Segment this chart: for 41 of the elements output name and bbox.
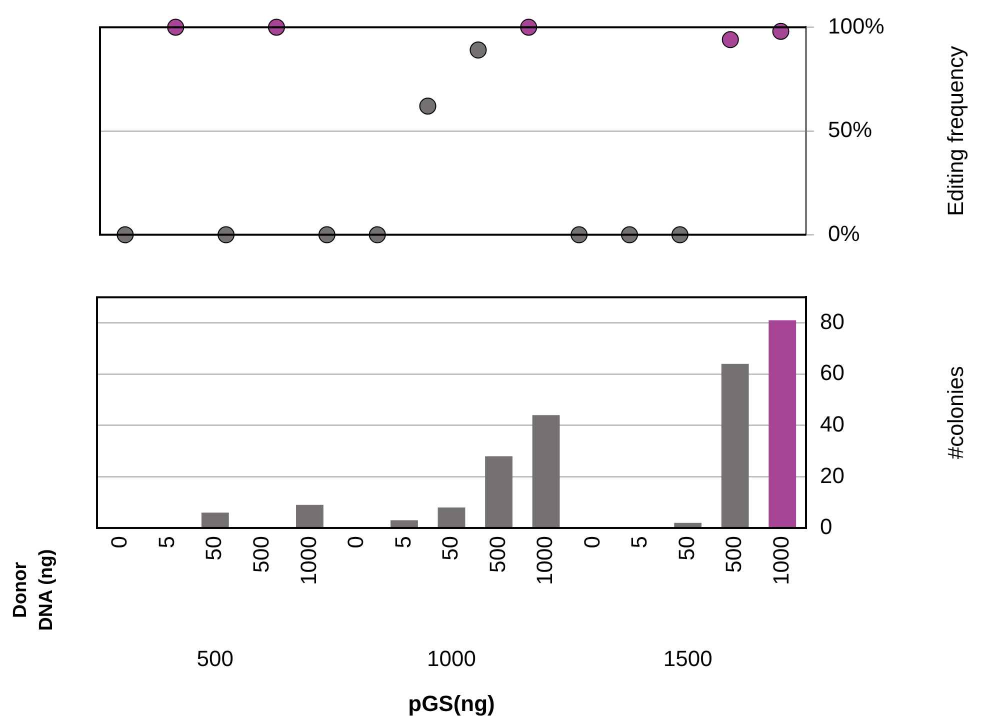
x-axis-title: pGS(ng): [408, 691, 495, 716]
text: 1500: [663, 646, 712, 672]
y-tick-label: 50%: [828, 117, 872, 142]
x-tick-label: 500: [248, 536, 274, 573]
x-tick-label: 1000: [768, 536, 794, 585]
bar: [532, 415, 560, 528]
x-tick-label: 50: [201, 536, 226, 560]
x-tick-label: 5: [390, 536, 416, 548]
y-tick-label: 60: [820, 360, 844, 386]
y-axis-title: Editing frequency: [943, 46, 968, 216]
bar: [485, 456, 512, 528]
y-tick-label: 100%: [828, 13, 884, 38]
y-tick-label: 20: [820, 462, 844, 488]
bar: [768, 320, 796, 528]
x-tick-label: 50: [438, 536, 463, 560]
bar: [721, 364, 749, 528]
bar: [438, 507, 466, 528]
point: [419, 98, 436, 115]
text: 500: [196, 646, 234, 672]
y-axis-title: #colonies: [943, 366, 968, 460]
y-tick-label: 40: [820, 411, 844, 436]
bar: [674, 522, 702, 528]
point: [470, 42, 487, 59]
y-tick-label: 80: [820, 308, 844, 334]
y-tick-label: 0%: [828, 220, 860, 246]
bar: [201, 512, 229, 528]
text: 1000: [427, 646, 476, 672]
x-tick-label: 0: [106, 536, 132, 548]
x-tick-label: 0: [343, 536, 368, 548]
point: [722, 31, 739, 48]
x-tick-label: 1000: [532, 536, 558, 585]
x-tick-label: 50: [674, 536, 699, 560]
x-tick-label: 500: [721, 536, 746, 573]
bar: [390, 520, 418, 528]
x-tick-label: 5: [626, 536, 652, 548]
bar: [296, 504, 324, 528]
x-tick-label: 5: [154, 536, 179, 548]
x-tick-label: 1000: [296, 536, 321, 585]
x-tick-label: 500: [484, 536, 510, 573]
x-tick-label: 0: [579, 536, 604, 548]
text: Donor DNA (ng): [10, 549, 58, 631]
